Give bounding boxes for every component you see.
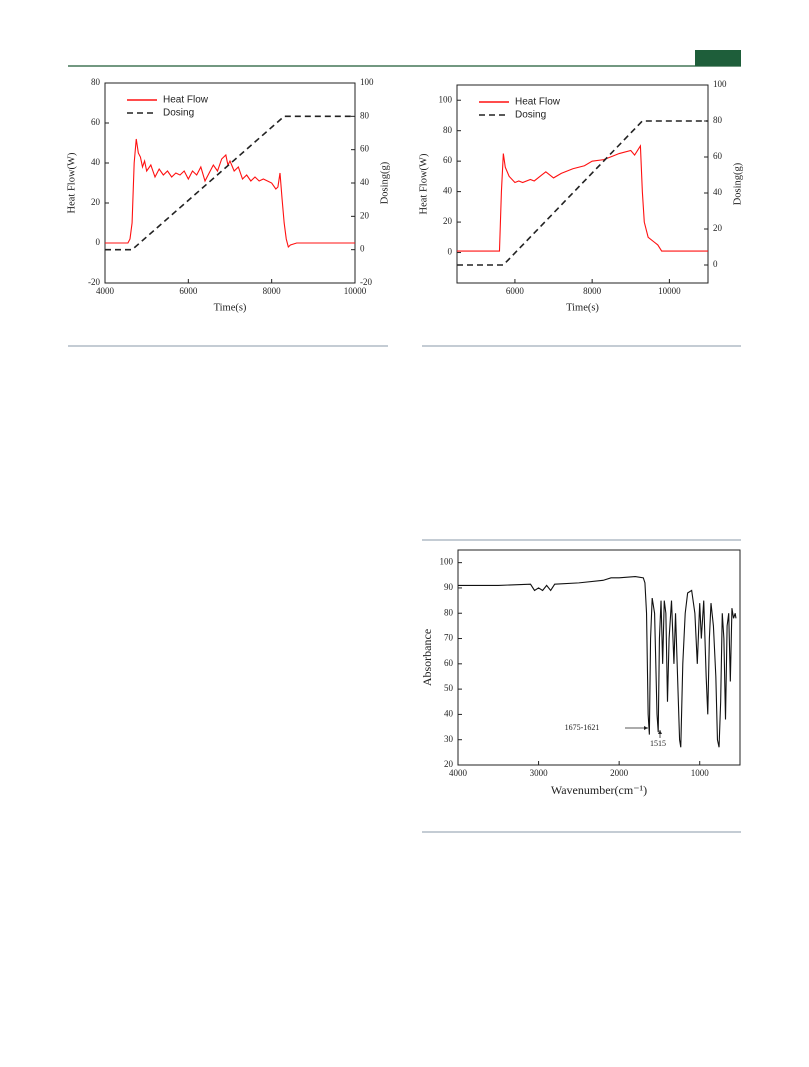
y2-tick-label: 0 <box>360 244 365 254</box>
y2-tick-label: 20 <box>713 223 723 233</box>
y-tick-label: 40 <box>443 186 453 196</box>
y2-axis-title: Dosing(g) <box>379 161 390 204</box>
y2-tick-label: 0 <box>713 259 718 269</box>
x-tick-label: 2000 <box>610 768 629 778</box>
annotation-arrowhead <box>644 726 648 730</box>
data-line <box>458 576 737 748</box>
y-tick-label: 60 <box>443 155 453 165</box>
y-tick-label: 20 <box>444 759 454 769</box>
legend-label: Heat Flow <box>163 95 209 106</box>
annotation: 1675-1621 <box>565 723 600 732</box>
header-badge <box>695 50 741 66</box>
y2-tick-label: 80 <box>360 110 370 120</box>
y-tick-label: 40 <box>91 157 101 167</box>
x-axis-title: Time(s) <box>566 302 599 313</box>
y2-tick-label: 100 <box>713 79 727 89</box>
plot-frame <box>456 84 709 284</box>
x-tick-label: 1000 <box>691 768 710 778</box>
y2-axis-title: Dosing(g) <box>732 162 743 205</box>
x-tick-label: 8000 <box>263 286 282 296</box>
annotation-arrowhead <box>658 730 662 734</box>
x-axis-title: Time(s) <box>214 302 247 313</box>
data-line <box>105 115 355 251</box>
y-tick-label: 20 <box>91 197 101 207</box>
y-tick-label: 20 <box>443 216 453 226</box>
y-tick-label: 60 <box>444 658 454 668</box>
y2-tick-label: 40 <box>360 177 370 187</box>
plot-frame <box>457 549 741 766</box>
y-tick-label: 80 <box>444 607 454 617</box>
data-line <box>457 144 708 252</box>
data-line <box>457 120 708 266</box>
y-tick-label: 50 <box>444 683 454 693</box>
x-axis-title: Wavenumber(cm⁻¹) <box>551 783 647 797</box>
y2-tick-label: 100 <box>360 77 374 87</box>
legend-label: Dosing <box>515 110 546 121</box>
y-tick-label: 0 <box>96 237 101 247</box>
y-tick-label: 0 <box>448 247 453 257</box>
y-tick-label: 60 <box>91 117 101 127</box>
y-tick-label: 80 <box>91 77 101 87</box>
y2-tick-label: 40 <box>713 187 723 197</box>
y-tick-label: 40 <box>444 708 454 718</box>
x-tick-label: 10000 <box>658 286 681 296</box>
y-tick-label: 100 <box>440 557 454 567</box>
x-tick-label: 3000 <box>530 768 549 778</box>
y-tick-label: -20 <box>88 277 100 287</box>
x-tick-label: 6000 <box>179 286 198 296</box>
y-axis-title: Heat Flow(W) <box>66 152 77 213</box>
annotation: 1515 <box>650 739 666 748</box>
y2-tick-label: -20 <box>360 277 372 287</box>
y-axis-title: Absorbance <box>420 629 434 686</box>
legend-label: Heat Flow <box>515 97 561 108</box>
legend-label: Dosing <box>163 108 194 119</box>
y-tick-label: 70 <box>444 633 454 643</box>
y2-tick-label: 60 <box>713 151 723 161</box>
x-tick-label: 8000 <box>583 286 602 296</box>
y-tick-label: 30 <box>444 734 454 744</box>
x-tick-label: 4000 <box>96 286 115 296</box>
y-tick-label: 100 <box>439 94 453 104</box>
y-tick-label: 80 <box>443 125 453 135</box>
x-tick-label: 6000 <box>506 286 525 296</box>
x-tick-label: 4000 <box>449 768 468 778</box>
y2-tick-label: 80 <box>713 115 723 125</box>
y2-tick-label: 20 <box>360 210 370 220</box>
x-tick-label: 10000 <box>344 286 367 296</box>
y-tick-label: 90 <box>444 582 454 592</box>
y-axis-title: Heat Flow(W) <box>418 153 429 214</box>
y2-tick-label: 60 <box>360 144 370 154</box>
data-line <box>105 138 355 249</box>
